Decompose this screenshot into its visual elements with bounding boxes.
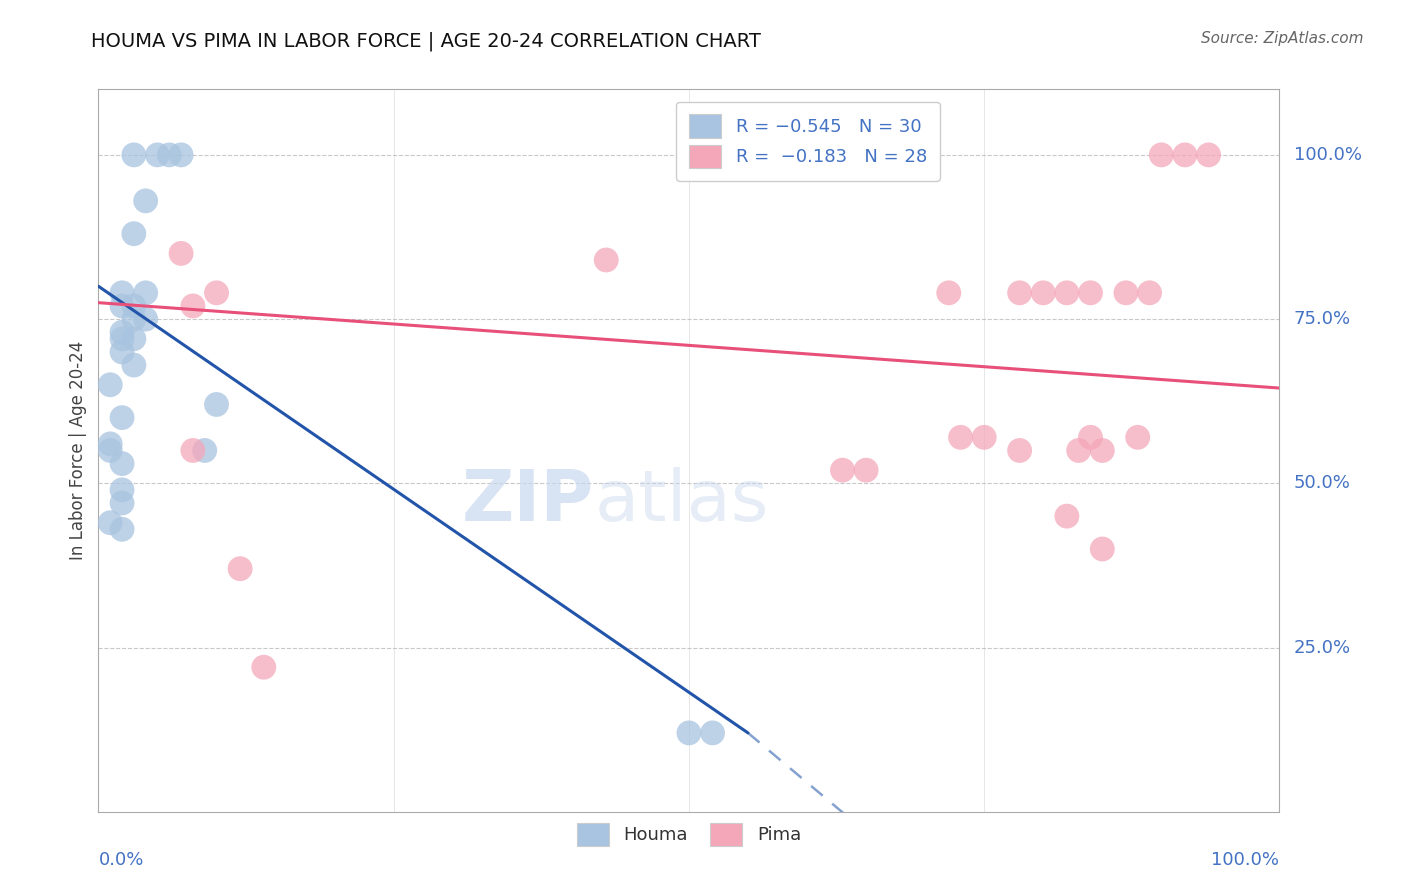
Point [205,397,228,411]
Point [229,562,252,576]
Point [135,312,157,326]
Text: 100.0%: 100.0% [1212,852,1279,870]
Point [1091,443,1114,458]
Point [98,443,121,458]
Point [111,483,134,497]
Point [111,457,134,471]
Point [111,325,134,339]
Legend: Houma, Pima: Houma, Pima [569,815,808,854]
Point [98,437,121,451]
Text: HOUMA VS PIMA IN LABOR FORCE | AGE 20-24 CORRELATION CHART: HOUMA VS PIMA IN LABOR FORCE | AGE 20-24… [91,31,761,51]
Point [1139,285,1161,300]
Point [170,246,193,260]
Point [831,463,853,477]
Point [1080,285,1102,300]
Point [1056,509,1078,524]
Point [1067,443,1090,458]
Point [122,299,145,313]
Point [595,252,617,267]
Point [938,285,960,300]
Point [157,148,180,162]
Point [205,285,228,300]
Point [1150,148,1173,162]
Point [111,299,134,313]
Point [253,660,276,674]
Text: 100.0%: 100.0% [1294,146,1361,164]
Point [702,726,724,740]
Point [146,148,169,162]
Point [111,522,134,536]
Text: 0.0%: 0.0% [98,852,143,870]
Point [122,332,145,346]
Point [111,345,134,359]
Point [122,312,145,326]
Text: Source: ZipAtlas.com: Source: ZipAtlas.com [1201,31,1364,46]
Y-axis label: In Labor Force | Age 20-24: In Labor Force | Age 20-24 [69,341,87,560]
Point [135,194,157,208]
Point [111,496,134,510]
Point [98,516,121,530]
Point [1032,285,1054,300]
Point [111,332,134,346]
Point [1091,541,1114,556]
Point [122,227,145,241]
Point [1008,443,1031,458]
Point [1056,285,1078,300]
Point [122,358,145,372]
Point [1198,148,1220,162]
Point [855,463,877,477]
Point [111,285,134,300]
Point [1080,430,1102,444]
Point [1126,430,1149,444]
Point [170,148,193,162]
Point [122,148,145,162]
Point [194,443,217,458]
Point [973,430,995,444]
Point [181,443,204,458]
Text: atlas: atlas [595,467,769,535]
Text: 25.0%: 25.0% [1294,639,1351,657]
Text: 50.0%: 50.0% [1294,475,1351,492]
Point [1008,285,1031,300]
Point [1174,148,1197,162]
Point [98,377,121,392]
Point [949,430,972,444]
Point [111,410,134,425]
Point [135,285,157,300]
Point [678,726,700,740]
Point [181,299,204,313]
Text: ZIP: ZIP [463,467,595,535]
Text: 75.0%: 75.0% [1294,310,1351,328]
Point [1115,285,1137,300]
